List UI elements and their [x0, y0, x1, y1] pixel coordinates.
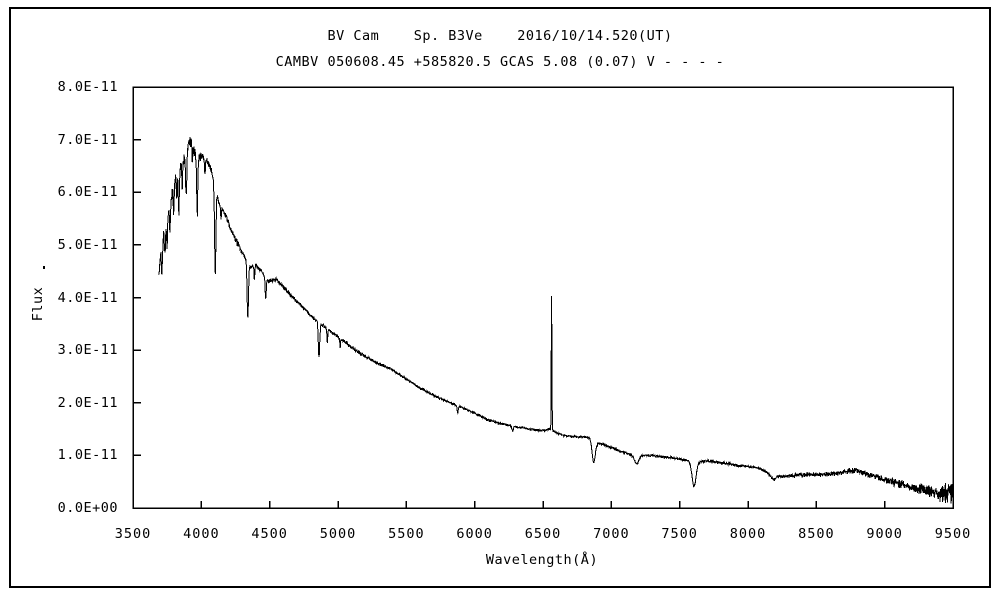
stray-dot-mark — [43, 266, 45, 269]
y-tick-label: 0.0E+00 — [57, 500, 118, 516]
x-tick-label: 5500 — [388, 526, 425, 542]
y-tick-label: 5.0E-11 — [57, 236, 118, 253]
x-tick-label: 3500 — [114, 526, 152, 542]
x-tick-label: 7500 — [661, 526, 698, 542]
x-tick-label: 6000 — [456, 526, 493, 542]
x-tick-label: 7000 — [593, 526, 630, 542]
chart-subtitle: CAMBV 050608.45 +585820.5 GCAS 5.08 (0.0… — [275, 54, 725, 70]
y-tick-label: 3.0E-11 — [57, 342, 118, 359]
y-tick-label: 4.0E-11 — [57, 289, 118, 306]
x-tick-label: 5000 — [319, 526, 357, 542]
y-tick-label: 8.0E-11 — [57, 79, 118, 95]
spectrum-line — [158, 136, 955, 504]
chart-title: BV Cam Sp. B3Ve 2016/10/14.520(UT) — [327, 28, 673, 44]
x-tick-label: 4500 — [251, 526, 288, 542]
x-tick-label: 6500 — [524, 526, 562, 542]
x-axis-label: Wavelength(Å) — [485, 552, 599, 568]
y-tick-label: 1.0E-11 — [57, 447, 118, 464]
x-tick-label: 9500 — [934, 526, 972, 542]
y-tick-label: 7.0E-11 — [57, 131, 118, 148]
x-tick-label: 4000 — [183, 526, 220, 542]
y-tick-label: 6.0E-11 — [57, 184, 118, 201]
x-tick-label: 9000 — [866, 526, 903, 542]
y-axis-label: Flux — [30, 286, 46, 322]
plot-frame — [132, 86, 954, 509]
x-tick-label: 8000 — [729, 526, 767, 542]
y-tick-label: 2.0E-11 — [57, 394, 118, 411]
x-tick-label: 8500 — [798, 526, 835, 542]
